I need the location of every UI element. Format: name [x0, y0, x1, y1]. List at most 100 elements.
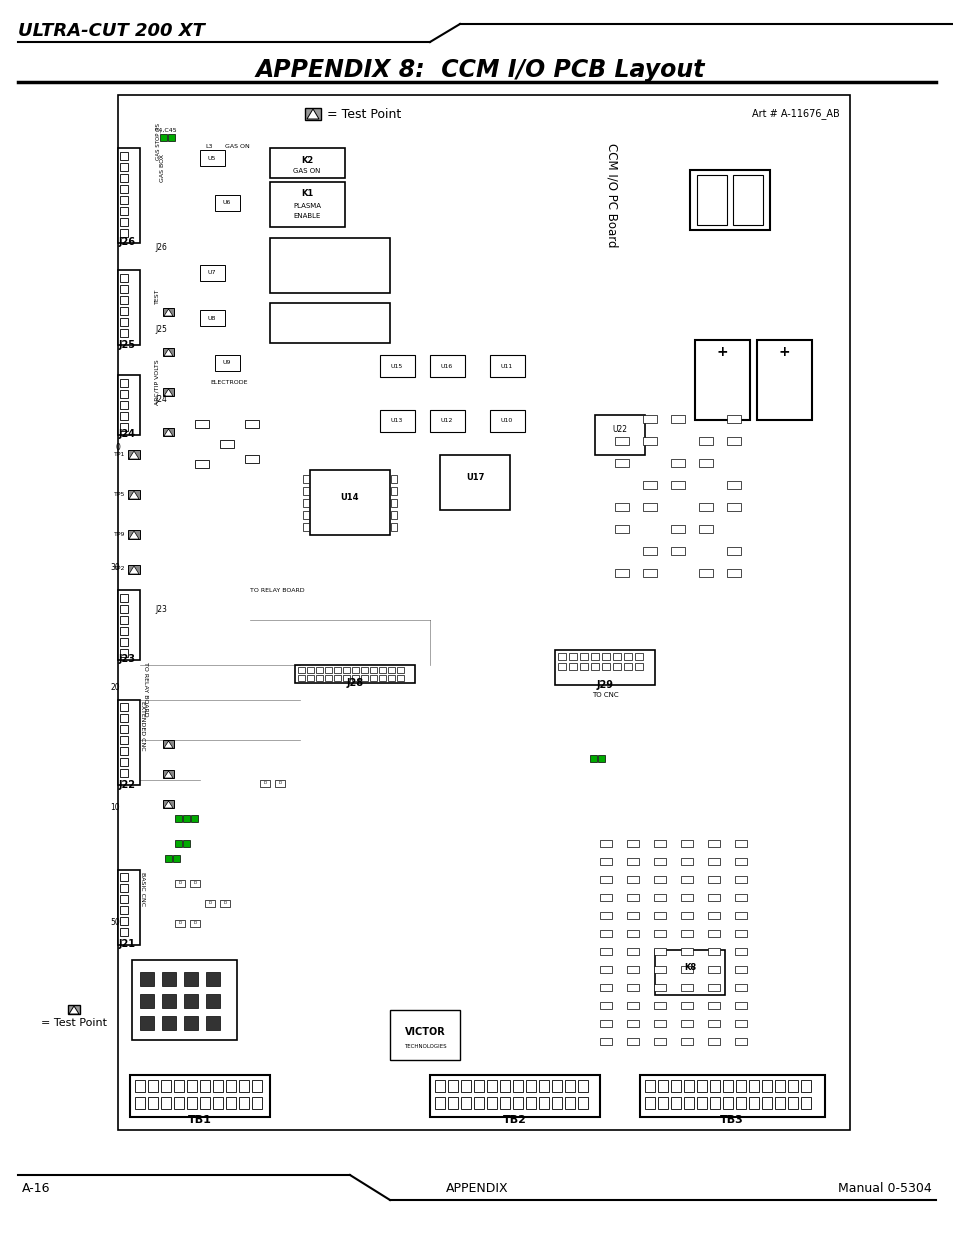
Bar	[655, 950, 724, 995]
Text: J23: J23	[154, 605, 167, 615]
Bar	[615, 525, 628, 534]
Bar	[270, 303, 390, 343]
Bar	[734, 1037, 746, 1045]
Bar	[214, 354, 240, 370]
Bar	[748, 1079, 759, 1092]
Text: D: D	[193, 921, 196, 925]
Bar	[163, 308, 173, 316]
Text: APPENDIX: APPENDIX	[445, 1182, 508, 1194]
Bar	[370, 667, 376, 673]
Bar	[626, 1002, 639, 1009]
Text: GAS ON: GAS ON	[293, 168, 320, 174]
Bar	[439, 454, 510, 510]
Bar	[635, 653, 642, 659]
Bar	[670, 1097, 680, 1109]
Bar	[200, 149, 225, 165]
Polygon shape	[164, 741, 172, 748]
Bar	[599, 876, 612, 883]
Bar	[140, 972, 153, 986]
Bar	[654, 840, 665, 847]
Bar	[699, 437, 712, 445]
Bar	[184, 1016, 198, 1030]
Bar	[635, 663, 642, 671]
Text: +: +	[716, 345, 727, 359]
Bar	[270, 238, 390, 293]
Bar	[303, 511, 309, 519]
Bar	[707, 894, 720, 902]
Polygon shape	[164, 771, 172, 778]
Bar	[200, 310, 225, 326]
Text: 0: 0	[115, 443, 120, 452]
Bar	[430, 1074, 599, 1116]
Bar	[140, 994, 153, 1008]
Bar	[734, 911, 746, 919]
Text: GAS STOP_PS: GAS STOP_PS	[154, 122, 160, 159]
Bar	[360, 676, 368, 680]
Text: U9: U9	[222, 361, 231, 366]
Bar	[165, 855, 172, 862]
Bar	[448, 1097, 457, 1109]
Text: = Test Point: = Test Point	[41, 1018, 107, 1028]
Text: 20: 20	[111, 683, 120, 692]
Bar	[352, 676, 358, 680]
Text: U17: U17	[465, 473, 484, 482]
Bar	[599, 948, 612, 955]
Bar	[200, 1079, 210, 1092]
Bar	[623, 653, 631, 659]
Bar	[391, 499, 396, 508]
Bar	[699, 525, 712, 534]
Bar	[599, 1002, 612, 1009]
Bar	[626, 894, 639, 902]
Bar	[120, 703, 128, 711]
Text: U6: U6	[223, 200, 231, 205]
Bar	[378, 676, 386, 680]
Text: K2: K2	[300, 156, 313, 165]
Bar	[787, 1097, 797, 1109]
Text: TO CNC: TO CNC	[591, 692, 618, 698]
Bar	[220, 440, 233, 448]
Text: ELECTRODE: ELECTRODE	[210, 379, 247, 384]
Bar	[163, 740, 173, 748]
Text: TO RELAY BOARD: TO RELAY BOARD	[143, 662, 148, 716]
Text: APPENDIX 8:  CCM I/O PCB Layout: APPENDIX 8: CCM I/O PCB Layout	[255, 58, 704, 82]
Bar	[734, 858, 746, 864]
Bar	[120, 594, 128, 601]
Bar	[120, 308, 128, 315]
Bar	[699, 569, 712, 577]
Bar	[590, 653, 598, 659]
Bar	[388, 667, 395, 673]
Text: 10: 10	[111, 803, 120, 811]
Bar	[599, 984, 612, 990]
Bar	[735, 1079, 745, 1092]
Bar	[315, 667, 323, 673]
Text: U7: U7	[208, 270, 216, 275]
Bar	[120, 196, 128, 204]
Bar	[552, 1079, 561, 1092]
Bar	[525, 1097, 536, 1109]
Text: TB3: TB3	[720, 1115, 743, 1125]
Text: GAS ON: GAS ON	[225, 144, 250, 149]
Bar	[213, 1079, 223, 1092]
Bar	[726, 415, 740, 424]
Bar	[120, 296, 128, 304]
Bar	[430, 354, 464, 377]
Bar	[626, 840, 639, 847]
Text: U5: U5	[208, 156, 216, 161]
Bar	[726, 503, 740, 511]
Bar	[206, 994, 220, 1008]
Bar	[654, 911, 665, 919]
Bar	[579, 653, 587, 659]
Bar	[68, 1005, 80, 1014]
Bar	[680, 966, 692, 973]
Bar	[707, 1020, 720, 1028]
Text: J25: J25	[154, 326, 167, 335]
Bar	[680, 911, 692, 919]
Bar	[120, 424, 128, 431]
Bar	[555, 650, 655, 685]
Bar	[307, 667, 314, 673]
Bar	[160, 135, 167, 141]
Bar	[120, 736, 128, 743]
Bar	[460, 1097, 471, 1109]
Bar	[599, 930, 612, 937]
Text: D: D	[178, 921, 181, 925]
